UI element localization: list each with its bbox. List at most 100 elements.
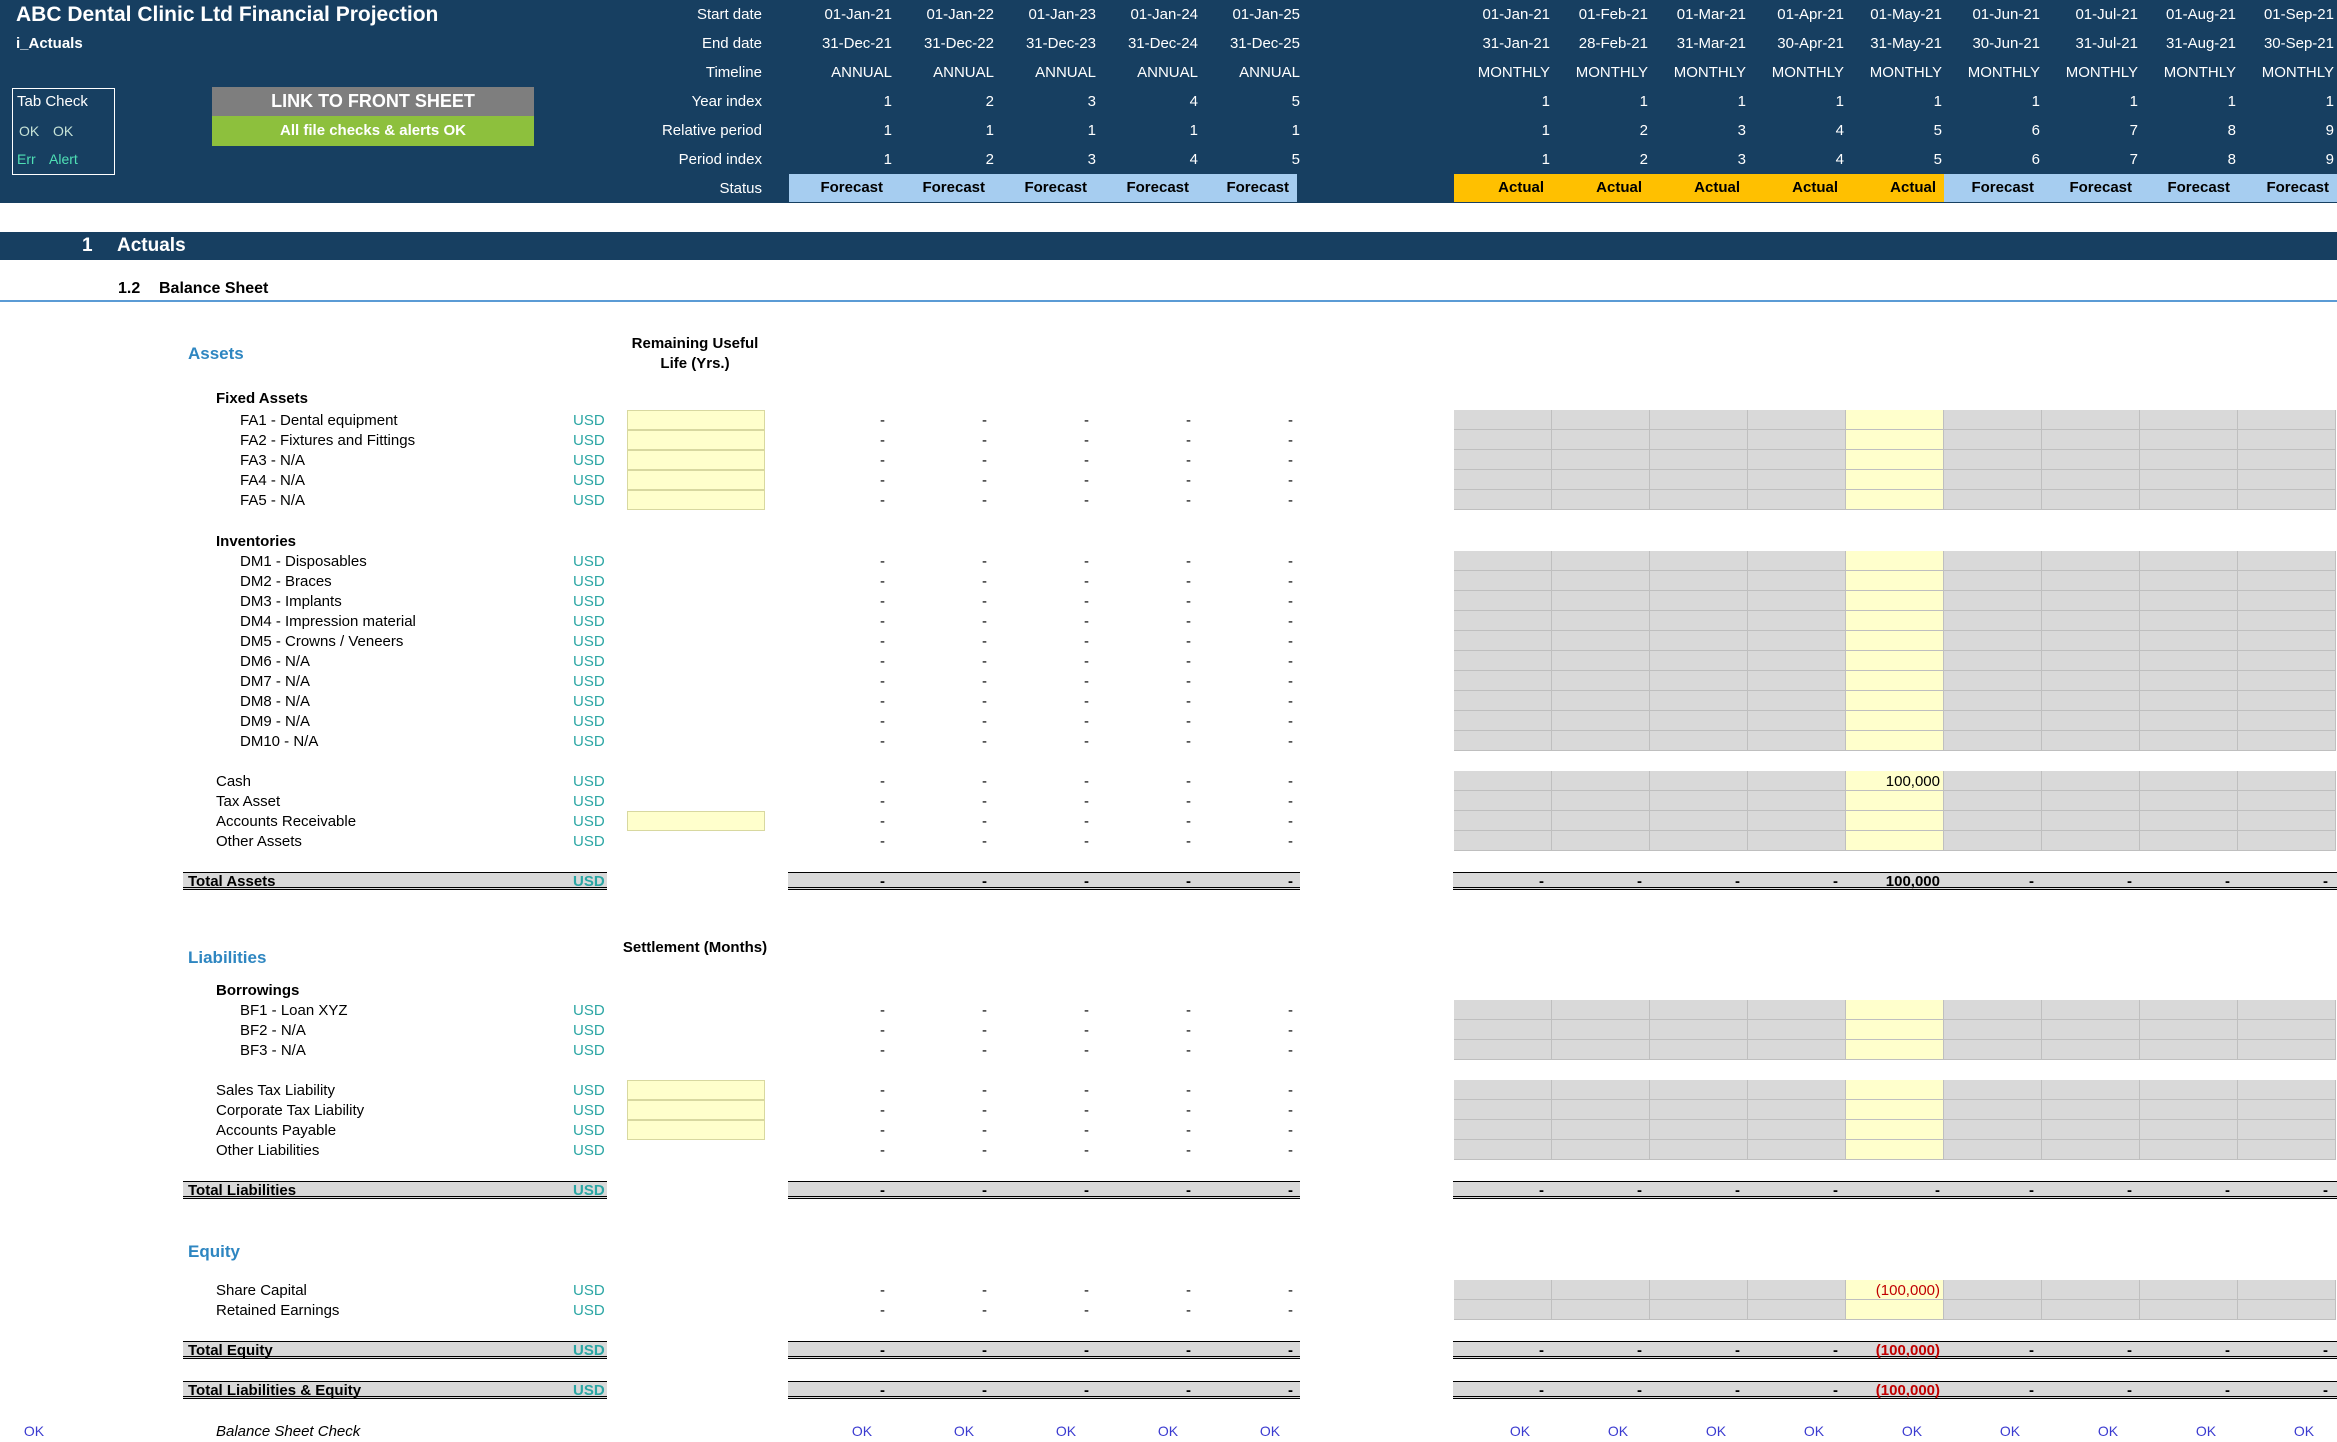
fixed-asset-2-month-7[interactable]	[2140, 450, 2238, 470]
inventory-9-month-5[interactable]	[1944, 731, 2042, 751]
fixed-asset-4-month-6[interactable]	[2042, 490, 2140, 510]
inventory-7-month-4[interactable]	[1846, 691, 1944, 711]
fixed-asset-0-month-0[interactable]	[1454, 410, 1552, 430]
borrowing-2-month-3[interactable]	[1748, 1040, 1846, 1060]
liability-other-0-month-2[interactable]	[1650, 1080, 1748, 1100]
inventory-0-month-2[interactable]	[1650, 551, 1748, 571]
inventory-0-month-0[interactable]	[1454, 551, 1552, 571]
asset-other-3-month-1[interactable]	[1552, 831, 1650, 851]
inventory-5-month-5[interactable]	[1944, 651, 2042, 671]
fixed-asset-3-month-8[interactable]	[2238, 470, 2336, 490]
borrowing-1-month-2[interactable]	[1650, 1020, 1748, 1040]
borrowing-0-month-4[interactable]	[1846, 1000, 1944, 1020]
fixed-asset-4-month-5[interactable]	[1944, 490, 2042, 510]
fixed-asset-2-month-5[interactable]	[1944, 450, 2042, 470]
inventory-3-month-4[interactable]	[1846, 611, 1944, 631]
asset-other-0-month-8[interactable]	[2238, 771, 2336, 791]
inventory-2-month-7[interactable]	[2140, 591, 2238, 611]
inventory-4-month-5[interactable]	[1944, 631, 2042, 651]
inventory-8-month-4[interactable]	[1846, 711, 1944, 731]
inventory-8-month-1[interactable]	[1552, 711, 1650, 731]
borrowing-2-month-6[interactable]	[2042, 1040, 2140, 1060]
inventory-1-month-8[interactable]	[2238, 571, 2336, 591]
inventory-7-month-3[interactable]	[1748, 691, 1846, 711]
liability-other-2-month-8[interactable]	[2238, 1120, 2336, 1140]
inventory-6-month-2[interactable]	[1650, 671, 1748, 691]
asset-other-2-month-7[interactable]	[2140, 811, 2238, 831]
asset-other-0-month-5[interactable]	[1944, 771, 2042, 791]
asset-other-0-month-7[interactable]	[2140, 771, 2238, 791]
inventory-6-month-8[interactable]	[2238, 671, 2336, 691]
liability-other-0-month-8[interactable]	[2238, 1080, 2336, 1100]
fixed-asset-4-month-8[interactable]	[2238, 490, 2336, 510]
fixed-asset-1-month-5[interactable]	[1944, 430, 2042, 450]
liability-other-2-month-1[interactable]	[1552, 1120, 1650, 1140]
inventory-4-month-6[interactable]	[2042, 631, 2140, 651]
equity-0-month-3[interactable]	[1748, 1280, 1846, 1300]
borrowing-1-month-5[interactable]	[1944, 1020, 2042, 1040]
liability-other-2-month-6[interactable]	[2042, 1120, 2140, 1140]
fixed-asset-0-month-2[interactable]	[1650, 410, 1748, 430]
fixed-asset-3-month-0[interactable]	[1454, 470, 1552, 490]
fixed-asset-3-month-5[interactable]	[1944, 470, 2042, 490]
asset-other-1-month-3[interactable]	[1748, 791, 1846, 811]
equity-0-month-0[interactable]	[1454, 1280, 1552, 1300]
fixed-asset-0-month-5[interactable]	[1944, 410, 2042, 430]
liability-other-2-month-5[interactable]	[1944, 1120, 2042, 1140]
inventory-0-month-3[interactable]	[1748, 551, 1846, 571]
inventory-9-month-0[interactable]	[1454, 731, 1552, 751]
inventory-1-month-3[interactable]	[1748, 571, 1846, 591]
inventory-7-month-7[interactable]	[2140, 691, 2238, 711]
inventory-3-month-0[interactable]	[1454, 611, 1552, 631]
liability-other-0-input[interactable]	[627, 1080, 765, 1100]
inventory-9-month-8[interactable]	[2238, 731, 2336, 751]
fixed-asset-0-input[interactable]	[627, 410, 765, 430]
inventory-5-month-6[interactable]	[2042, 651, 2140, 671]
inventory-6-month-6[interactable]	[2042, 671, 2140, 691]
inventory-9-month-6[interactable]	[2042, 731, 2140, 751]
borrowing-2-month-5[interactable]	[1944, 1040, 2042, 1060]
liability-other-0-month-7[interactable]	[2140, 1080, 2238, 1100]
liability-other-3-month-2[interactable]	[1650, 1140, 1748, 1160]
liability-other-0-month-3[interactable]	[1748, 1080, 1846, 1100]
equity-1-month-4[interactable]	[1846, 1300, 1944, 1320]
inventory-8-month-0[interactable]	[1454, 711, 1552, 731]
liability-other-3-month-3[interactable]	[1748, 1140, 1846, 1160]
equity-1-month-1[interactable]	[1552, 1300, 1650, 1320]
inventory-6-month-1[interactable]	[1552, 671, 1650, 691]
liability-other-3-month-1[interactable]	[1552, 1140, 1650, 1160]
asset-other-0-month-2[interactable]	[1650, 771, 1748, 791]
borrowing-1-month-4[interactable]	[1846, 1020, 1944, 1040]
asset-other-1-month-1[interactable]	[1552, 791, 1650, 811]
inventory-1-month-6[interactable]	[2042, 571, 2140, 591]
fixed-asset-0-month-1[interactable]	[1552, 410, 1650, 430]
asset-other-0-month-1[interactable]	[1552, 771, 1650, 791]
asset-other-2-input[interactable]	[627, 811, 765, 831]
fixed-asset-1-month-2[interactable]	[1650, 430, 1748, 450]
inventory-4-month-0[interactable]	[1454, 631, 1552, 651]
asset-other-1-month-4[interactable]	[1846, 791, 1944, 811]
liability-other-1-month-4[interactable]	[1846, 1100, 1944, 1120]
inventory-8-month-5[interactable]	[1944, 711, 2042, 731]
liability-other-1-input[interactable]	[627, 1100, 765, 1120]
liability-other-1-month-2[interactable]	[1650, 1100, 1748, 1120]
inventory-2-month-0[interactable]	[1454, 591, 1552, 611]
fixed-asset-1-month-3[interactable]	[1748, 430, 1846, 450]
inventory-3-month-1[interactable]	[1552, 611, 1650, 631]
inventory-5-month-0[interactable]	[1454, 651, 1552, 671]
inventory-8-month-3[interactable]	[1748, 711, 1846, 731]
fixed-asset-1-month-0[interactable]	[1454, 430, 1552, 450]
inventory-3-month-6[interactable]	[2042, 611, 2140, 631]
inventory-6-month-7[interactable]	[2140, 671, 2238, 691]
asset-other-2-month-1[interactable]	[1552, 811, 1650, 831]
borrowing-2-month-2[interactable]	[1650, 1040, 1748, 1060]
fixed-asset-3-month-3[interactable]	[1748, 470, 1846, 490]
inventory-2-month-2[interactable]	[1650, 591, 1748, 611]
fixed-asset-1-month-4[interactable]	[1846, 430, 1944, 450]
fixed-asset-1-month-8[interactable]	[2238, 430, 2336, 450]
inventory-1-month-5[interactable]	[1944, 571, 2042, 591]
equity-1-month-0[interactable]	[1454, 1300, 1552, 1320]
borrowing-1-month-7[interactable]	[2140, 1020, 2238, 1040]
equity-1-month-5[interactable]	[1944, 1300, 2042, 1320]
inventory-2-month-3[interactable]	[1748, 591, 1846, 611]
